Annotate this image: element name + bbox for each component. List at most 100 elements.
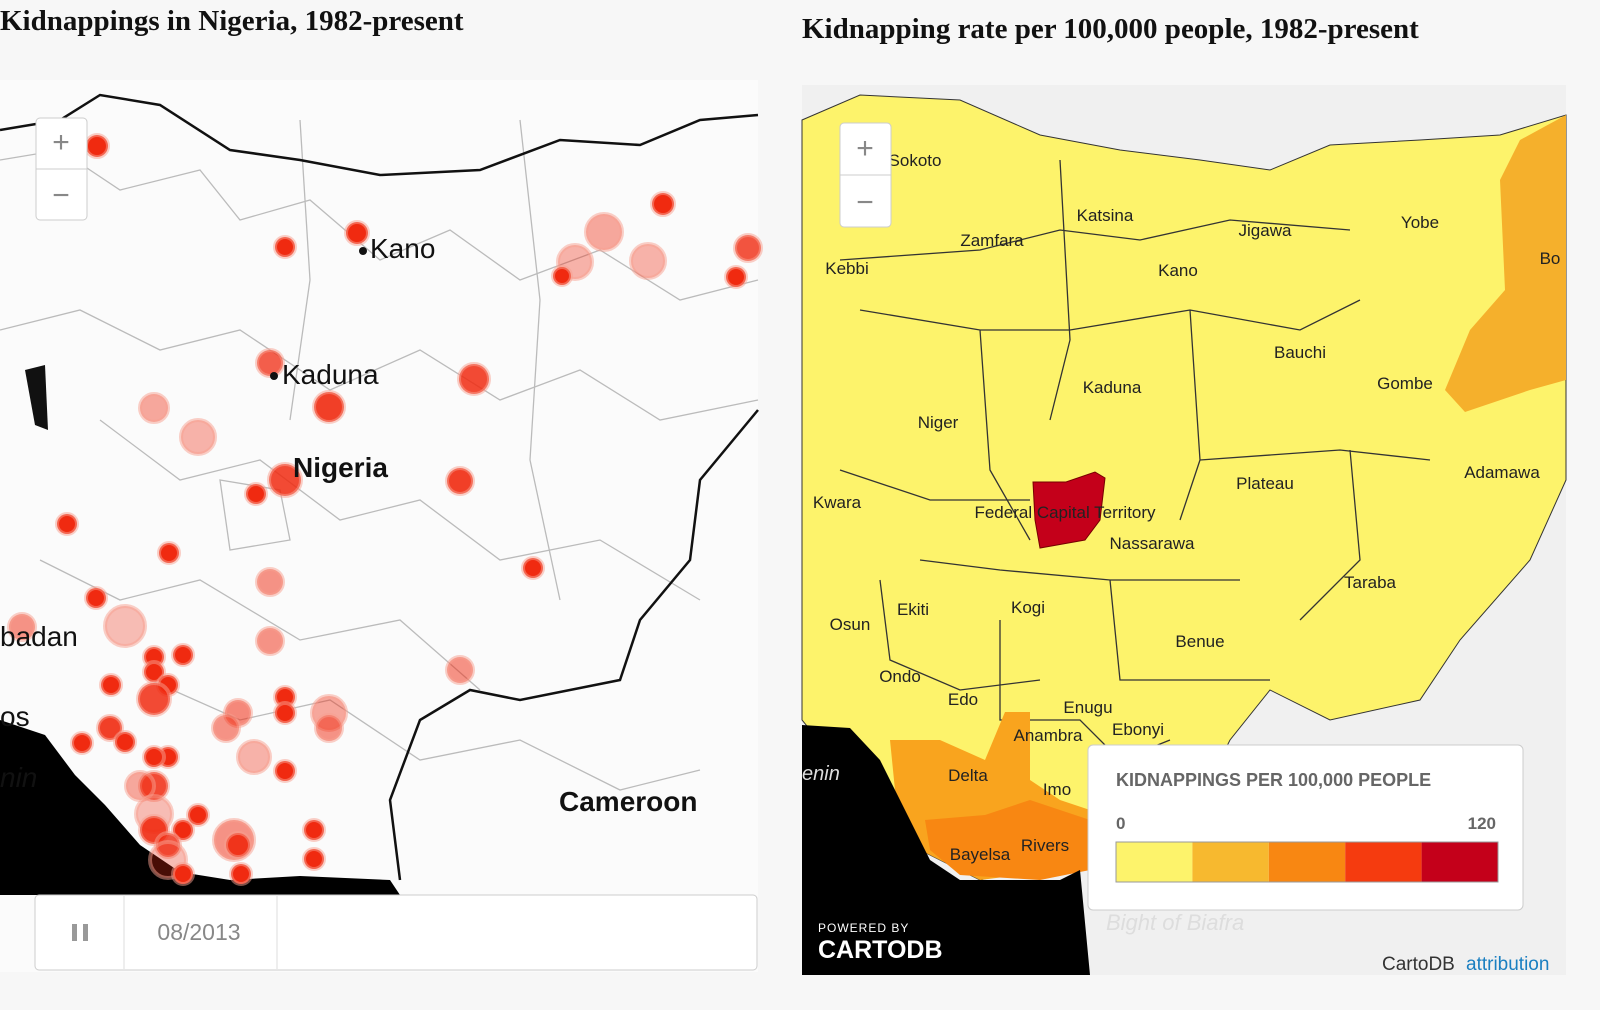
state-label: Katsina	[1077, 206, 1134, 225]
attribution-box	[1375, 950, 1565, 975]
kidnapping-dot	[302, 847, 326, 871]
kidnapping-dot	[171, 818, 195, 842]
lake	[25, 365, 48, 430]
zoom-in[interactable]: +	[52, 126, 70, 159]
state-label: Gombe	[1377, 374, 1433, 393]
place-label: Kano	[370, 233, 435, 264]
city-dot	[270, 372, 278, 380]
kidnapping-dot	[273, 235, 297, 259]
state-label: Bo	[1540, 249, 1561, 268]
attribution-link[interactable]: attribution	[1466, 954, 1549, 975]
state-label: Kogi	[1011, 598, 1045, 617]
city-dot	[359, 247, 367, 255]
kidnapping-dot	[267, 462, 303, 498]
left-title: Kidnappings in Nigeria, 1982-present	[0, 5, 464, 37]
kidnapping-dot	[457, 362, 491, 396]
state-fill	[1445, 115, 1566, 412]
right-map: Sokoto Katsina Zamfara Jigawa Yobe Kebbi Kano B…	[801, 85, 1567, 975]
legend-max: 120	[1468, 814, 1496, 833]
kidnapping-dot	[171, 862, 195, 886]
kidnapping-dot	[314, 713, 344, 743]
place-label: badan	[0, 621, 78, 652]
state-label: Edo	[948, 690, 978, 709]
right-title: Kidnapping rate per 100,000 people, 1982…	[802, 13, 1419, 45]
kidnapping-dot	[521, 556, 545, 580]
kidnapping-dot	[138, 392, 170, 424]
state-label: Enugu	[1063, 698, 1112, 717]
state-label: Kaduna	[1083, 378, 1142, 397]
place-label: Nigeria	[293, 452, 388, 483]
kidnapping-dot	[255, 348, 285, 378]
pause-bar	[72, 924, 77, 941]
zoom-out[interactable]: −	[856, 186, 874, 219]
kidnapping-dot	[273, 759, 297, 783]
kidnapping-dot	[224, 831, 252, 859]
kidnapping-dot	[99, 673, 123, 697]
legend-min: 0	[1116, 814, 1125, 833]
kidnapping-dot	[171, 643, 195, 667]
legend-swatch	[1421, 842, 1498, 882]
national-border	[388, 409, 759, 881]
state-fill	[1032, 471, 1106, 549]
kidnapping-dot	[312, 390, 346, 424]
state-label: Adamawa	[1464, 463, 1540, 482]
state-label: Yobe	[1401, 213, 1439, 232]
kidnapping-dot	[186, 803, 210, 827]
kidnapping-dot	[70, 731, 94, 755]
state-label: Federal Capital Territory	[974, 503, 1156, 522]
legend-swatch	[1192, 842, 1269, 882]
place-label: Kaduna	[282, 359, 379, 390]
kidnapping-dot	[179, 418, 217, 456]
sea-label: Bight of Biafra	[1106, 910, 1244, 935]
place-label: os	[0, 701, 30, 732]
pause-button[interactable]	[72, 924, 88, 941]
state-fill	[925, 800, 1090, 880]
kidnapping-dot	[103, 604, 147, 648]
legend-title: KIDNAPPINGS PER 100,000 PEOPLE	[1116, 770, 1431, 790]
state-label: Imo	[1043, 780, 1071, 799]
state-label: Niger	[918, 413, 959, 432]
state-label: Delta	[948, 766, 988, 785]
state-label: Zamfara	[960, 231, 1024, 250]
kidnapping-dot	[273, 701, 297, 725]
kidnapping-dot	[157, 541, 181, 565]
kidnapping-dot	[302, 818, 326, 842]
state-label: Benue	[1175, 632, 1224, 651]
state-label: Kano	[1158, 261, 1198, 280]
state-label: Bauchi	[1274, 343, 1326, 362]
zoom-in[interactable]: +	[856, 132, 874, 165]
kidnapping-dots	[7, 133, 763, 886]
kidnapping-dot	[84, 133, 110, 159]
kidnapping-dot	[344, 220, 370, 246]
kidnapping-dot	[445, 466, 475, 496]
state-label: Ebonyi	[1112, 720, 1164, 739]
kidnapping-dot	[84, 586, 108, 610]
kidnapping-dot	[7, 612, 37, 642]
attribution-owner: CartoDB	[1382, 954, 1455, 975]
place-label: Cameroon	[559, 786, 697, 817]
national-border	[0, 93, 759, 177]
timeline-date: 08/2013	[157, 919, 240, 945]
kidnapping-dot	[136, 681, 172, 717]
sea-label: enin	[802, 763, 840, 785]
legend-swatch	[1116, 842, 1193, 882]
state-label: Sokoto	[889, 151, 942, 170]
kidnapping-dot	[113, 730, 137, 754]
legend-outline	[1115, 841, 1499, 883]
state-borders	[839, 159, 1431, 761]
kidnapping-dot	[211, 713, 241, 743]
zoom-out[interactable]: −	[52, 179, 70, 212]
kidnapping-dot	[244, 482, 268, 506]
state-label: Jigawa	[1239, 221, 1292, 240]
kidnapping-dot	[236, 739, 272, 775]
kidnapping-dot	[445, 655, 475, 685]
kidnapping-dot	[724, 265, 748, 289]
kidnapping-dot	[733, 233, 763, 263]
kidnapping-dot	[229, 862, 253, 886]
map-background	[0, 80, 758, 972]
kidnapping-dot	[255, 626, 285, 656]
sea	[802, 725, 1090, 975]
kidnapping-dot	[629, 242, 667, 280]
state-label: Nassarawa	[1109, 534, 1195, 553]
